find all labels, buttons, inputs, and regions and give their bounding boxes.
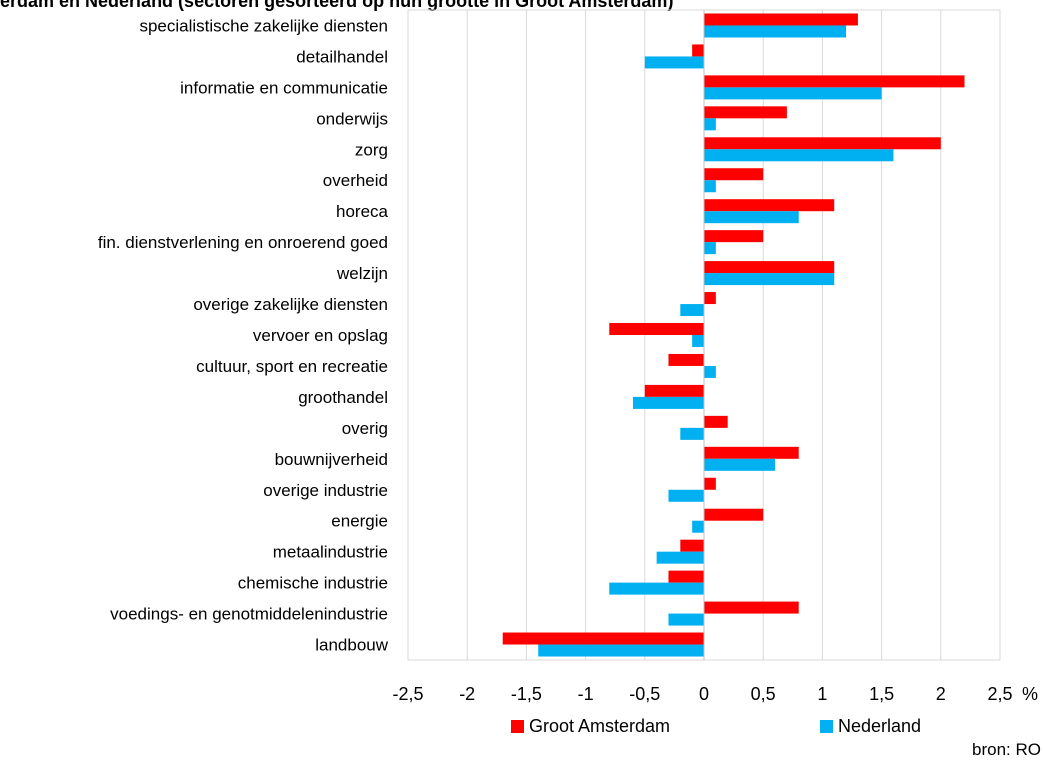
bar-nederland [704, 180, 716, 193]
bar-groot-amsterdam [644, 384, 704, 397]
bar-nederland [680, 304, 704, 317]
category-label: energie [331, 512, 388, 531]
bar-groot-amsterdam [704, 446, 799, 459]
bar-nederland [692, 520, 704, 533]
legend-label-nederland: Nederland [838, 716, 922, 736]
x-tick-label: 0 [699, 684, 709, 704]
bar-groot-amsterdam [704, 477, 716, 490]
bar-groot-amsterdam [704, 13, 858, 26]
category-label: zorg [355, 140, 388, 159]
x-tick-label: -1,5 [511, 684, 542, 704]
category-label: landbouw [315, 636, 389, 655]
bar-nederland [680, 427, 704, 440]
bar-groot-amsterdam [704, 508, 764, 521]
x-tick-label: 2 [936, 684, 946, 704]
bar-nederland [538, 644, 704, 657]
category-label: overige industrie [263, 481, 388, 500]
bar-groot-amsterdam [692, 44, 704, 57]
bar-nederland [656, 551, 704, 564]
bar-nederland [704, 118, 716, 131]
category-label: chemische industrie [238, 574, 388, 593]
bar-groot-amsterdam [704, 261, 835, 274]
bar-nederland [704, 242, 716, 255]
bar-groot-amsterdam [704, 230, 764, 243]
bar-groot-amsterdam [609, 323, 704, 335]
bar-nederland [704, 211, 799, 224]
legend-swatch-blue [820, 720, 833, 733]
x-tick-label: -1 [578, 684, 594, 704]
category-label: horeca [336, 202, 389, 221]
category-label: fin. dienstverlening en onroerend goed [98, 233, 388, 252]
category-label: overig [342, 419, 388, 438]
category-label: cultuur, sport en recreatie [196, 357, 388, 376]
category-label: voedings- en genotmiddelenindustrie [110, 605, 388, 624]
bar-groot-amsterdam [704, 106, 787, 119]
bar-groot-amsterdam [704, 75, 965, 88]
category-label: metaalindustrie [273, 543, 388, 562]
legend-swatch-red [511, 720, 524, 733]
bar-nederland [692, 335, 704, 347]
bar-nederland [644, 56, 704, 69]
x-tick-label: 1,5 [869, 684, 894, 704]
bar-nederland [609, 582, 704, 595]
bar-nederland [704, 273, 835, 286]
category-label: overige zakelijke diensten [193, 295, 388, 314]
bar-nederland [632, 396, 704, 409]
x-tick-label: -2 [459, 684, 475, 704]
x-tick-label: 1 [817, 684, 827, 704]
x-unit-label: % [1022, 684, 1038, 704]
bar-nederland [704, 149, 894, 162]
x-tick-label: 0,5 [751, 684, 776, 704]
bar-nederland [668, 489, 704, 502]
category-label: onderwijs [316, 109, 388, 128]
bar-groot-amsterdam [502, 632, 704, 645]
bar-groot-amsterdam [704, 137, 941, 150]
x-tick-label: 2,5 [987, 684, 1012, 704]
category-label: welzijn [336, 264, 388, 283]
bar-groot-amsterdam [704, 292, 716, 305]
bar-groot-amsterdam [668, 570, 704, 583]
bar-groot-amsterdam [704, 199, 835, 212]
bar-nederland [704, 25, 847, 38]
category-label: informatie en communicatie [180, 78, 388, 97]
category-label: groothandel [298, 388, 388, 407]
category-label: bouwnijverheid [275, 450, 388, 469]
bar-nederland [668, 613, 704, 626]
category-label: overheid [323, 171, 388, 190]
legend-item-groot-amsterdam: Groot Amsterdam [511, 716, 670, 737]
legend-label-groot-amsterdam: Groot Amsterdam [529, 716, 671, 736]
category-label: vervoer en opslag [253, 326, 388, 345]
bar-groot-amsterdam [704, 601, 799, 614]
legend-item-nederland: Nederland [820, 716, 921, 737]
bar-nederland [704, 458, 776, 471]
x-tick-label: -2,5 [392, 684, 423, 704]
bar-nederland [704, 365, 716, 378]
bar-groot-amsterdam [704, 168, 764, 181]
bar-groot-amsterdam [680, 539, 704, 552]
category-label: specialistische zakelijke diensten [139, 16, 388, 35]
bar-groot-amsterdam [668, 353, 704, 366]
source-note: bron: RO [972, 740, 1041, 759]
category-label: detailhandel [296, 47, 388, 66]
chart-title: erdam en Nederland (sectoren gesorteerd … [0, 0, 674, 11]
x-tick-label: -0,5 [629, 684, 660, 704]
bar-nederland [704, 87, 882, 100]
bar-groot-amsterdam [704, 415, 728, 428]
